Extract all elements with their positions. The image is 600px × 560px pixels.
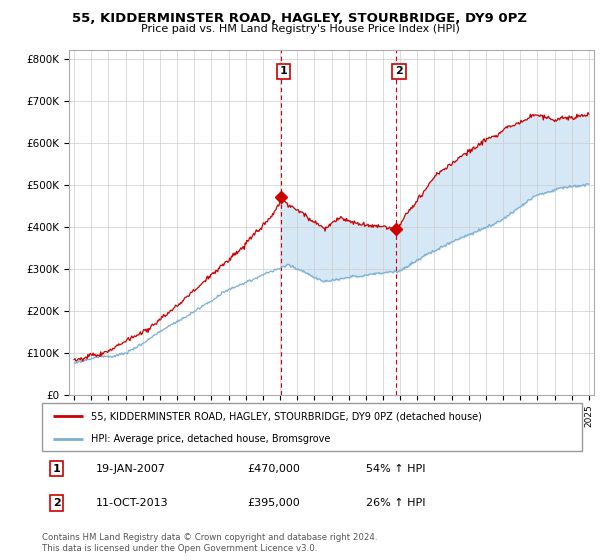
Text: 2: 2 bbox=[53, 498, 61, 508]
Text: 55, KIDDERMINSTER ROAD, HAGLEY, STOURBRIDGE, DY9 0PZ (detached house): 55, KIDDERMINSTER ROAD, HAGLEY, STOURBRI… bbox=[91, 411, 481, 421]
Text: £395,000: £395,000 bbox=[247, 498, 300, 508]
Text: 1: 1 bbox=[280, 67, 287, 76]
Text: 11-OCT-2013: 11-OCT-2013 bbox=[96, 498, 169, 508]
Text: 54% ↑ HPI: 54% ↑ HPI bbox=[366, 464, 425, 474]
Text: 1: 1 bbox=[53, 464, 61, 474]
Text: 2: 2 bbox=[395, 67, 403, 76]
Text: Contains HM Land Registry data © Crown copyright and database right 2024.
This d: Contains HM Land Registry data © Crown c… bbox=[42, 533, 377, 553]
Text: 55, KIDDERMINSTER ROAD, HAGLEY, STOURBRIDGE, DY9 0PZ: 55, KIDDERMINSTER ROAD, HAGLEY, STOURBRI… bbox=[73, 12, 527, 25]
Text: HPI: Average price, detached house, Bromsgrove: HPI: Average price, detached house, Brom… bbox=[91, 434, 330, 444]
Text: Price paid vs. HM Land Registry's House Price Index (HPI): Price paid vs. HM Land Registry's House … bbox=[140, 24, 460, 34]
Text: 26% ↑ HPI: 26% ↑ HPI bbox=[366, 498, 425, 508]
Text: £470,000: £470,000 bbox=[247, 464, 300, 474]
Text: 19-JAN-2007: 19-JAN-2007 bbox=[96, 464, 166, 474]
FancyBboxPatch shape bbox=[42, 403, 582, 451]
